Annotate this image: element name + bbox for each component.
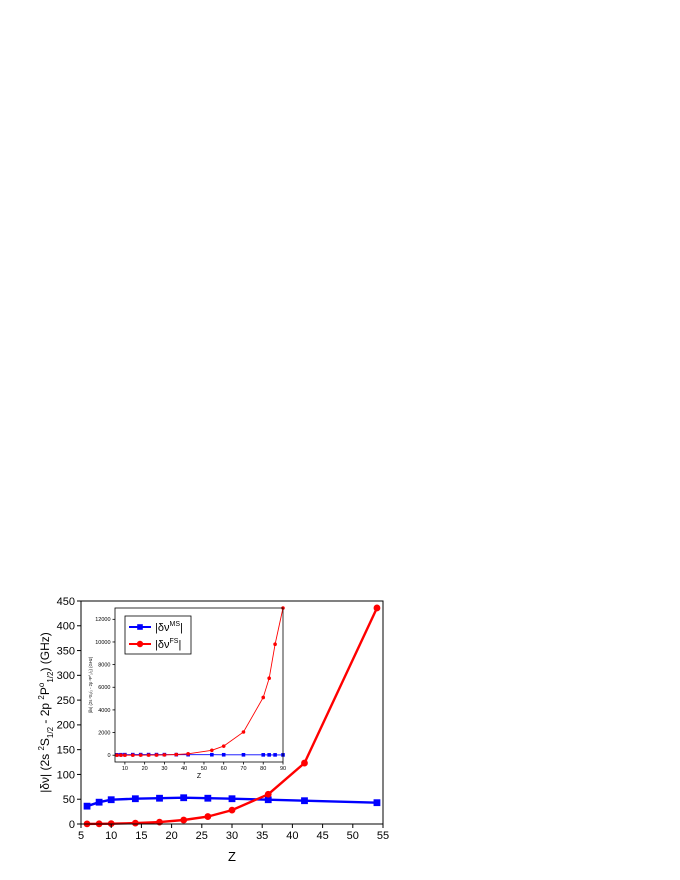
data-point xyxy=(186,752,190,756)
legend-entry-0: |δνMS| xyxy=(155,621,183,634)
y-tick-label: 50 xyxy=(63,794,75,806)
data-point xyxy=(174,752,179,757)
data-point xyxy=(273,642,277,647)
data-point xyxy=(261,753,266,757)
y-tick-label: 300 xyxy=(57,670,75,682)
data-point xyxy=(261,695,266,700)
data-point xyxy=(119,753,123,758)
plot-frame xyxy=(114,607,284,763)
x-tick-label: 50 xyxy=(201,766,207,772)
legend: |δνMS| |δνFS| xyxy=(124,615,192,655)
y-tick-label: 10000 xyxy=(95,640,110,646)
data-point xyxy=(241,752,246,757)
data-point xyxy=(123,753,127,757)
x-tick-label: 15 xyxy=(135,830,147,842)
data-point xyxy=(373,799,381,807)
x-tick-label: 10 xyxy=(122,766,128,772)
data-point xyxy=(115,753,119,758)
data-point xyxy=(228,795,236,803)
data-point xyxy=(156,794,163,802)
y-tick-label: 2000 xyxy=(98,730,110,736)
y-axis-label: |δν| (2s 2S1/2 - 2p 2Po1/2) (GHz) xyxy=(37,632,55,793)
x-tick-label: 10 xyxy=(105,830,117,842)
data-point xyxy=(130,753,135,757)
data-point xyxy=(180,816,188,824)
y-tick-label: 400 xyxy=(57,621,75,633)
data-point xyxy=(210,752,214,757)
y-tick-label: 250 xyxy=(57,695,75,707)
main-plot: 5 10 15 20 25 30 35 40 45 50 550501001502002503003… xyxy=(37,596,389,864)
x-tick-label: 40 xyxy=(181,766,187,772)
x-tick-label: 40 xyxy=(286,830,298,842)
data-point xyxy=(301,797,308,805)
data-point xyxy=(138,753,143,757)
data-point xyxy=(131,819,139,827)
x-tick-label: 30 xyxy=(226,830,238,842)
data-point xyxy=(204,813,212,820)
legend-entry-1: |δνFS| xyxy=(155,638,181,651)
data-point xyxy=(267,753,271,757)
x-tick-label: 20 xyxy=(165,830,177,842)
data-point xyxy=(241,730,246,734)
y-tick-label: 100 xyxy=(57,769,75,781)
inset-y-axis-label: |δν| (2s ²S₁/₂ - 2p ²P°₁/₂) (GHz) xyxy=(88,656,93,713)
x-tick-label: 50 xyxy=(347,830,359,842)
legend-marker-0 xyxy=(137,624,143,630)
data-point xyxy=(228,806,236,814)
data-point xyxy=(162,753,167,757)
data-point xyxy=(273,753,277,757)
y-tick-label: 0 xyxy=(107,753,110,759)
data-point xyxy=(210,748,214,753)
y-tick-label: 0 xyxy=(69,819,75,831)
x-tick-label: 45 xyxy=(316,830,328,842)
data-point xyxy=(146,753,151,757)
x-tick-label: 25 xyxy=(196,830,208,842)
data-point xyxy=(204,794,212,802)
x-tick-label: 80 xyxy=(260,766,266,772)
data-point xyxy=(264,796,272,804)
y-tick-label: 4000 xyxy=(98,708,110,714)
data-point xyxy=(83,802,91,810)
x-tick-label: 90 xyxy=(280,766,286,772)
y-tick-label: 8000 xyxy=(98,663,110,669)
data-point xyxy=(95,798,103,806)
legend-marker-1 xyxy=(136,640,144,648)
y-tick-label: 200 xyxy=(57,720,75,732)
x-tick-label: 35 xyxy=(256,830,268,842)
y-tick-label: 150 xyxy=(57,745,75,757)
x-tick-label: 20 xyxy=(142,766,148,772)
x-tick-label: 5 xyxy=(78,830,84,842)
y-tick-label: 6000 xyxy=(98,685,110,691)
data-point xyxy=(221,752,226,757)
data-point xyxy=(264,790,272,798)
data-point xyxy=(154,753,159,757)
inset-plot: 10 20 30 40 50 60 70 80 90 0 2000 4000 6000 8000 10000… xyxy=(88,606,286,780)
y-tick-label: 350 xyxy=(57,645,75,657)
y-tick-label: 450 xyxy=(57,596,75,608)
data-point xyxy=(131,795,139,803)
data-point xyxy=(267,676,271,681)
data-point xyxy=(180,794,188,802)
data-point xyxy=(301,759,308,767)
data-point xyxy=(221,744,226,748)
x-tick-label: 55 xyxy=(377,830,389,842)
x-tick-label: 70 xyxy=(240,766,246,772)
x-tick-label: 60 xyxy=(221,766,227,772)
data-point xyxy=(107,796,115,804)
x-tick-label: 30 xyxy=(161,766,167,772)
legend-box xyxy=(124,615,192,655)
x-axis-label: Z xyxy=(197,773,202,780)
y-tick-label: 12000 xyxy=(95,617,110,623)
x-axis-label: Z xyxy=(228,849,236,864)
data-point xyxy=(373,604,381,612)
